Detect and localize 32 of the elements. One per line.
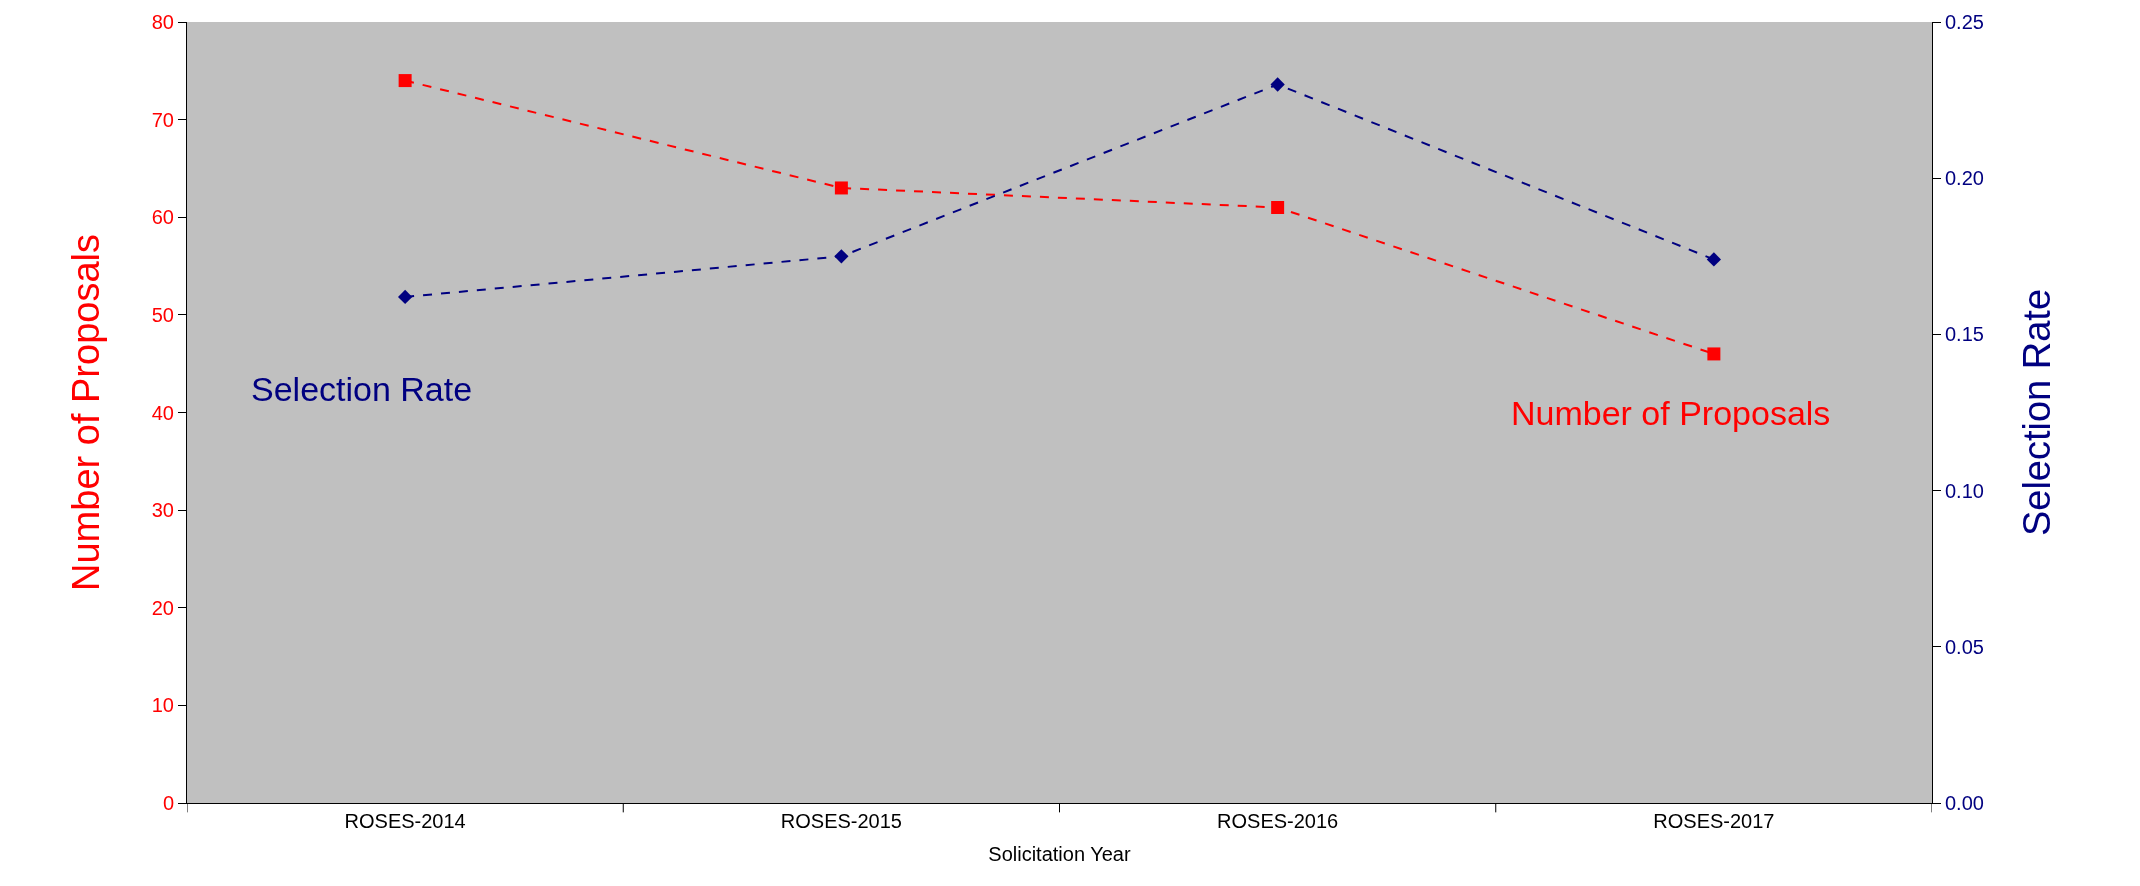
point [1707,347,1721,361]
y-tick-label: 40 [151,401,174,424]
y-axis-title: Number of Proposals [64,234,107,591]
y2-tick-label: 0.15 [1945,323,1984,346]
x-tick-label: ROSES-2017 [1653,810,1775,832]
point [834,249,849,264]
y2-axis-title: Selection Rate [2016,288,2059,537]
y2-tick-label: 0.05 [1945,635,1984,658]
point [834,181,848,195]
y-tick-label: 30 [151,499,174,522]
y2-tick-label: 0.10 [1945,479,1984,502]
series-label: Number of Proposals [1511,394,1831,432]
y-tick-label: 80 [151,11,174,33]
text: Selection Rate [251,370,473,408]
y2-tick-label: 0.00 [1945,792,1984,814]
y-tick-label: 10 [151,694,174,717]
x-tick-label: ROSES-2015 [780,810,902,832]
y-tick-label: 60 [151,206,174,229]
x-axis-title: Solicitation Year [988,842,1131,865]
point [1271,200,1285,214]
point [1270,77,1285,92]
y-tick-label: 20 [151,596,174,619]
point [1706,252,1722,267]
y2-tick-label: 0.20 [1945,167,1984,190]
y-tick-label: 70 [151,108,174,131]
x-tick-label: ROSES-2016 [1217,810,1339,832]
point [398,74,412,88]
point [397,289,413,305]
y-tick-label: 50 [151,303,174,326]
y-tick-label: 0 [162,792,174,814]
y2-tick-label: 0.25 [1945,11,1984,33]
x-tick-label: ROSES-2014 [344,810,466,832]
